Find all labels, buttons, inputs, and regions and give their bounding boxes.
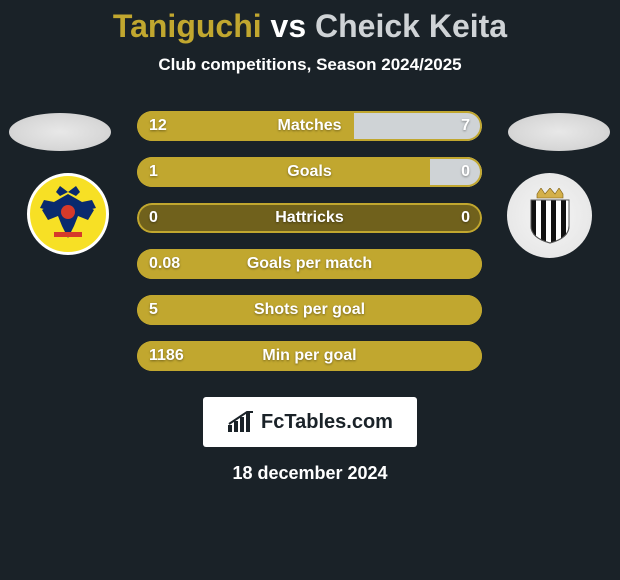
stat-bars: Matches127Goals10Hattricks00Goals per ma… (137, 111, 482, 387)
stat-right-value: 0 (461, 203, 470, 233)
player2-name: Cheick Keita (315, 8, 507, 44)
stat-row: Matches12 7 (137, 111, 482, 141)
vs-text: vs (271, 8, 307, 44)
stat-label: Goals per match (137, 249, 482, 279)
player1-name: Taniguchi (113, 8, 262, 44)
stat-row: Hattricks0 0 (137, 203, 482, 233)
stat-label: Min per goal (137, 341, 482, 371)
stat-left-value: 0.08 (149, 249, 180, 279)
stat-left-value: 1 (149, 157, 158, 187)
stat-label: Hattricks (137, 203, 482, 233)
subtitle: Club competitions, Season 2024/2025 (0, 55, 620, 75)
fctables-logo-icon (227, 411, 255, 433)
player2-silhouette (508, 113, 610, 151)
stat-row: Goals per match0.08 (137, 249, 482, 279)
page-title: Taniguchi vs Cheick Keita (0, 8, 620, 45)
charleroi-crest-icon (527, 188, 573, 244)
stat-label: Shots per goal (137, 295, 482, 325)
player1-club-crest (27, 173, 109, 255)
stat-left-value: 5 (149, 295, 158, 325)
stat-row: Min per goal1186 (137, 341, 482, 371)
stat-left-value: 1186 (149, 341, 184, 371)
fctables-badge: FcTables.com (203, 397, 417, 447)
stat-left-value: 0 (149, 203, 158, 233)
stat-label: Matches (137, 111, 482, 141)
date-text: 18 december 2024 (0, 463, 620, 484)
stat-row: Goals1 0 (137, 157, 482, 187)
fctables-text: FcTables.com (261, 411, 393, 434)
stat-right-value: 0 (461, 157, 470, 187)
player2-club-crest (507, 173, 592, 258)
player1-silhouette (9, 113, 111, 151)
stat-row: Shots per goal5 (137, 295, 482, 325)
stat-left-value: 12 (149, 111, 167, 141)
stat-label: Goals (137, 157, 482, 187)
stvv-crest-icon (36, 182, 100, 246)
stat-right-value: 7 (461, 111, 470, 141)
comparison-panel: Matches127Goals10Hattricks00Goals per ma… (0, 101, 620, 391)
